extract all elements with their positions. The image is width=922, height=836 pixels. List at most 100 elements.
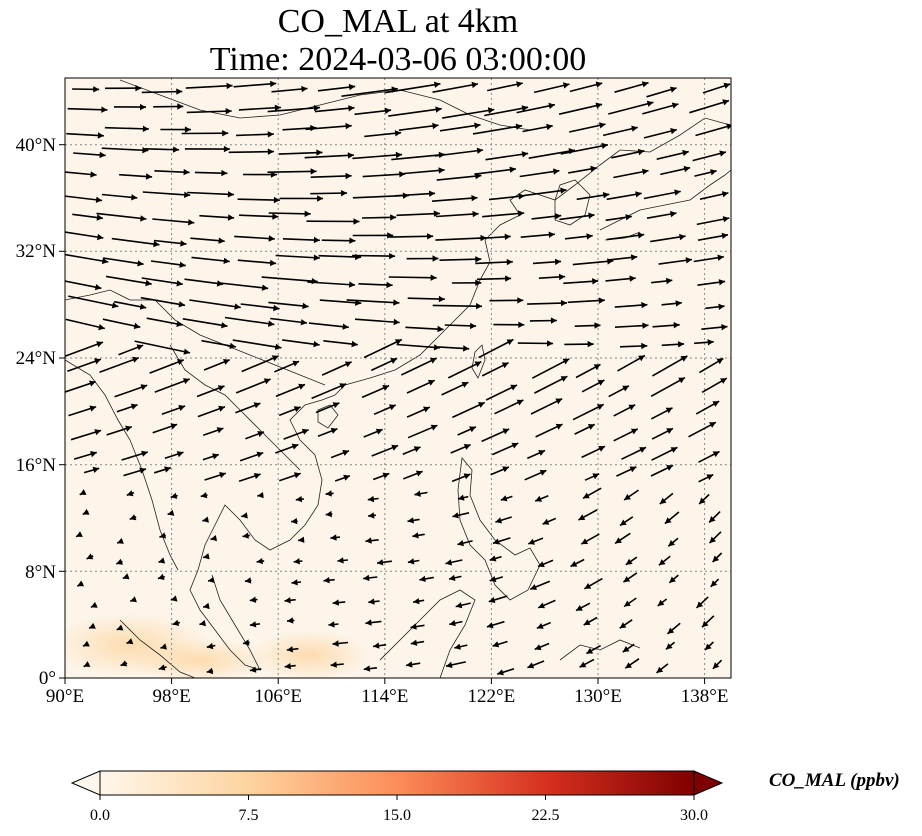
- colorbar-bar: [99, 770, 695, 796]
- wind-arrow-shaft: [314, 106, 355, 113]
- wind-arrow-shaft: [534, 375, 568, 394]
- wind-arrow-shaft: [282, 339, 320, 346]
- wind-arrow-head: [387, 232, 394, 239]
- wind-arrow-shaft: [439, 258, 482, 261]
- wind-arrow-head: [726, 123, 731, 130]
- wind-arrow-head: [683, 165, 691, 173]
- wind-arrow-head: [538, 602, 545, 609]
- wind-arrow-shaft: [154, 378, 190, 393]
- wind-arrow-head: [637, 232, 645, 239]
- wind-arrow-head: [120, 660, 128, 667]
- wind-arrow-head: [291, 443, 299, 450]
- wind-arrow-head: [488, 596, 496, 603]
- wind-arrow-head: [83, 661, 91, 667]
- wind-arrow-head: [117, 537, 124, 544]
- wind-arrow-shaft: [650, 376, 686, 398]
- wind-arrow-head: [176, 320, 183, 327]
- wind-arrow-shaft: [141, 277, 183, 285]
- lon-tick-labels: 90°E 98°E 106°E 114°E 122°E 130°E 138°E: [46, 686, 729, 707]
- wind-arrow-head: [679, 233, 686, 241]
- wind-arrow-head: [351, 340, 358, 348]
- wind-arrow-head: [624, 600, 631, 607]
- wind-arrow-head: [579, 661, 587, 668]
- wind-arrow-head: [717, 254, 724, 261]
- wind-arrow-head: [368, 598, 375, 605]
- wind-arrow-shaft: [608, 101, 654, 115]
- colorbar-tick-label: 30.0: [680, 807, 708, 824]
- wind-arrow-shaft: [403, 169, 445, 175]
- wind-arrow-head: [509, 166, 516, 173]
- china-coast: [334, 117, 731, 396]
- wind-arrow-head: [89, 622, 96, 629]
- wind-arrow-head: [463, 345, 470, 352]
- wind-arrow-head: [622, 385, 629, 392]
- wind-arrow-shaft: [96, 212, 147, 220]
- wind-arrow-head: [270, 171, 277, 178]
- wind-arrow-head: [678, 377, 685, 384]
- wind-arrow-head: [140, 384, 148, 391]
- wind-arrow-head: [469, 426, 476, 433]
- wind-arrow-head: [176, 280, 183, 287]
- wind-arrow-head: [345, 172, 352, 180]
- wind-arrow-head: [293, 472, 301, 479]
- wind-arrow-head: [500, 495, 508, 502]
- wind-arrow-head: [646, 100, 654, 107]
- wind-arrow-head: [170, 492, 178, 499]
- wind-arrow-head: [554, 213, 562, 220]
- wind-arrow-head: [502, 428, 510, 435]
- wind-arrow-head: [560, 187, 567, 194]
- wind-arrow-head: [183, 378, 190, 385]
- wind-arrow-shaft: [233, 82, 277, 88]
- wind-arrow-head: [242, 532, 249, 539]
- wind-arrow-head: [272, 213, 279, 220]
- colorbar-extend-min: [70, 770, 101, 796]
- wind-arrow-head: [292, 360, 300, 367]
- wind-arrow-head: [555, 423, 563, 430]
- wind-arrow-shaft: [65, 253, 109, 263]
- wind-arrow-shaft: [695, 124, 731, 137]
- wind-arrow-head: [363, 574, 370, 582]
- wind-arrow-head: [599, 122, 606, 129]
- colorbar-tick-label: 0.0: [90, 807, 110, 824]
- wind-arrow-head: [257, 492, 264, 499]
- wind-arrow-shaft: [352, 153, 403, 160]
- wind-arrow-head: [406, 661, 413, 668]
- wind-arrow-head: [126, 638, 134, 645]
- wind-arrow-head: [674, 189, 681, 196]
- wind-arrow-shaft: [396, 212, 440, 217]
- wind-arrow-head: [493, 538, 500, 545]
- lon-tick-label: 130°E: [574, 686, 622, 707]
- wind-arrow-head: [241, 512, 248, 519]
- wind-arrow-head: [670, 210, 677, 218]
- wind-arrow-head: [521, 151, 529, 158]
- wind-arrow-head: [77, 580, 85, 587]
- wind-arrow-shaft: [142, 191, 191, 196]
- wind-arrow-head: [199, 620, 206, 627]
- wind-arrow-head: [595, 81, 603, 88]
- wind-arrow-head: [602, 192, 610, 199]
- wind-arrow-shaft: [318, 254, 362, 258]
- wind-arrow-head: [172, 619, 180, 626]
- wind-arrow-head: [349, 237, 356, 244]
- wind-arrow-head: [216, 427, 224, 434]
- wind-arrow-head: [263, 378, 271, 385]
- wind-arrow-head: [434, 81, 441, 88]
- wind-arrow-head: [584, 583, 592, 589]
- wind-arrow-shaft: [689, 99, 730, 114]
- wind-arrow-head: [316, 149, 323, 156]
- wind-arrow-head: [712, 555, 720, 562]
- wind-arrow-head: [583, 619, 591, 625]
- wind-arrow-head: [330, 427, 338, 434]
- wind-arrow-head: [474, 122, 481, 129]
- wind-arrow-head: [437, 325, 444, 333]
- wind-arrow-head: [707, 339, 714, 346]
- wind-arrow-head: [554, 258, 562, 266]
- wind-arrow-shaft: [66, 132, 104, 137]
- wind-arrow-head: [301, 428, 309, 435]
- wind-arrow-head: [511, 442, 519, 449]
- wind-arrow-head: [548, 231, 555, 238]
- wind-arrow-head: [432, 255, 439, 262]
- wind-arrow-head: [629, 275, 636, 282]
- wind-arrow-head: [271, 355, 279, 362]
- lat-tick-label: 16°N: [16, 455, 57, 476]
